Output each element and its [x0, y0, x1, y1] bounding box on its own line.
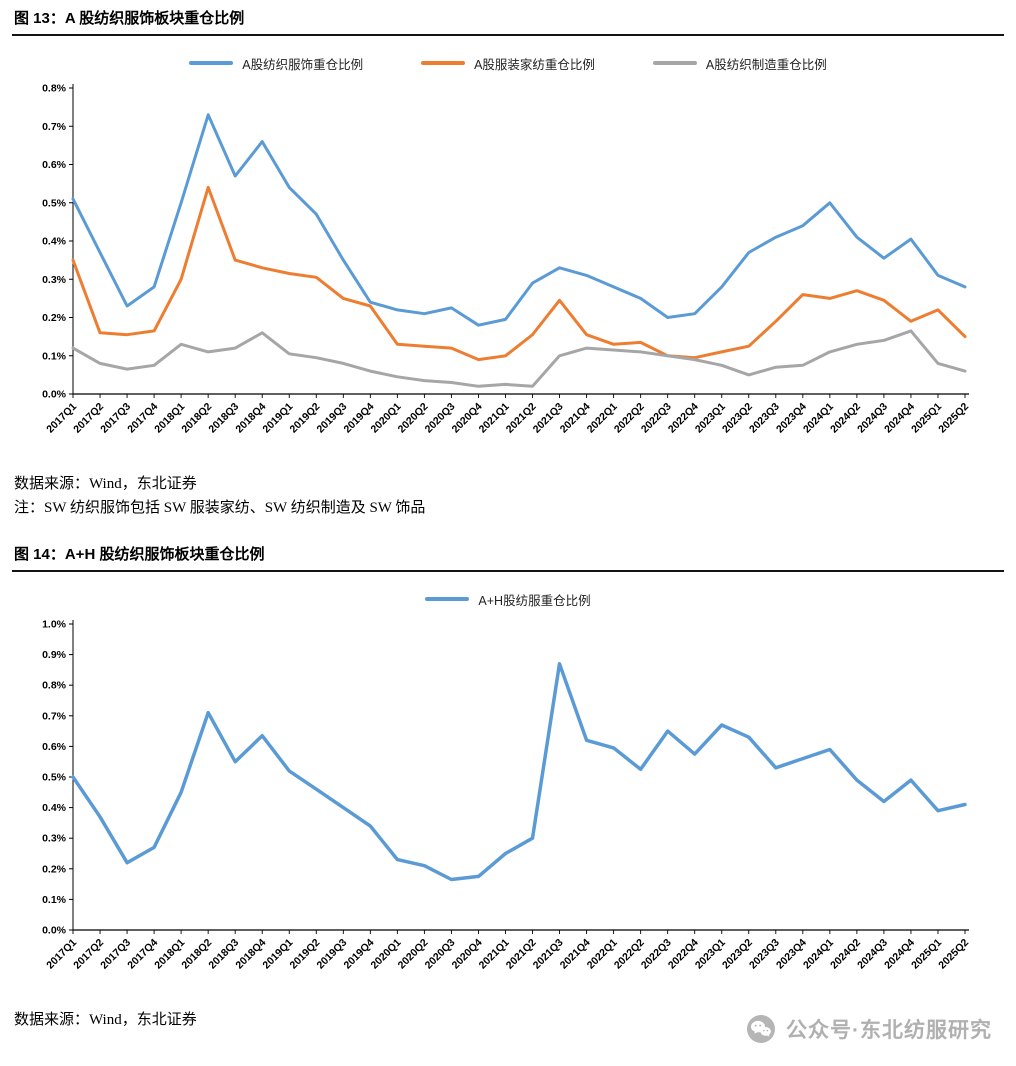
svg-text:0.6%: 0.6% [42, 159, 67, 171]
svg-text:0.0%: 0.0% [42, 925, 67, 937]
series-lines [71, 113, 967, 388]
svg-text:0.6%: 0.6% [42, 741, 67, 753]
legend-item: A股纺织服饰重仓比例 [189, 54, 363, 73]
svg-text:0.9%: 0.9% [42, 649, 67, 661]
legend-item: A股服装家纺重仓比例 [421, 54, 595, 73]
x-axis: 2017Q12017Q22017Q32017Q42018Q12018Q22018… [44, 393, 971, 436]
figure-13-legend: A股纺织服饰重仓比例 A股服装家纺重仓比例 A股纺织制造重仓比例 [0, 52, 1016, 74]
svg-text:1.0%: 1.0% [42, 619, 67, 631]
legend-item: A股纺织制造重仓比例 [652, 54, 827, 73]
svg-text:0.3%: 0.3% [42, 833, 67, 845]
figure-14: 图 14：A+H 股纺织服饰板块重仓比例 A+H股纺服重仓比例 0.0% 0.1%… [0, 536, 1016, 1030]
svg-text:2025Q2: 2025Q2 [936, 401, 971, 436]
series-line [71, 113, 967, 327]
svg-text:0.3%: 0.3% [42, 274, 67, 286]
svg-text:0.0%: 0.0% [42, 389, 67, 401]
legend-line-swatch [189, 61, 234, 65]
legend-item: A+H股纺服重仓比例 [425, 590, 591, 609]
figure-14-legend: A+H股纺服重仓比例 [0, 588, 1016, 610]
legend-line-swatch [425, 597, 470, 601]
svg-text:0.1%: 0.1% [42, 350, 67, 362]
svg-text:0.7%: 0.7% [42, 121, 67, 133]
figure-13-title: 图 13：A 股纺织服饰板块重仓比例 [12, 0, 1004, 36]
svg-text:0.8%: 0.8% [42, 680, 67, 692]
svg-text:0.8%: 0.8% [42, 83, 67, 95]
y-axis: 0.0% 0.1% 0.2% 0.3% 0.4% 0.5% 0.6% 0.7% 0.8% [42, 83, 74, 401]
wechat-icon [746, 1014, 776, 1044]
legend-line-swatch [421, 61, 466, 65]
legend-label: A+H股纺服重仓比例 [478, 593, 591, 608]
svg-text:0.4%: 0.4% [42, 802, 67, 814]
figure-14-chart: 0.0% 0.1% 0.2% 0.3% 0.4% 0.5% 0.6% 0.7% 0.8% 0.9%… [42, 619, 971, 972]
svg-text:0.2%: 0.2% [42, 312, 67, 324]
svg-text:2025Q2: 2025Q2 [936, 937, 971, 972]
legend-label: A股纺织服饰重仓比例 [242, 57, 364, 72]
legend-line-swatch [652, 61, 697, 65]
series-line [71, 185, 967, 362]
svg-text:0.4%: 0.4% [42, 236, 67, 248]
svg-text:0.1%: 0.1% [42, 894, 67, 906]
svg-text:0.5%: 0.5% [42, 197, 67, 209]
legend-label: A股纺织制造重仓比例 [705, 57, 827, 72]
svg-text:0.2%: 0.2% [42, 863, 67, 875]
x-axis: 2017Q12017Q22017Q32017Q42018Q12018Q22018… [44, 929, 971, 972]
series-line [71, 662, 967, 882]
figure-13-source: 数据来源：Wind，东北证券 [14, 476, 197, 492]
svg-text:0.5%: 0.5% [42, 772, 67, 784]
figure-13: 图 13：A 股纺织服饰板块重仓比例 A股纺织服饰重仓比例 A股服装家纺重仓比例 A… [0, 0, 1016, 518]
watermark: 公众号·东北纺服研究 [746, 1014, 992, 1044]
watermark-text: 公众号·东北纺服研究 [786, 1019, 992, 1042]
legend-label: A股服装家纺重仓比例 [474, 57, 595, 72]
y-axis: 0.0% 0.1% 0.2% 0.3% 0.4% 0.5% 0.6% 0.7% 0.8% 0.9%… [42, 619, 74, 937]
figure-14-title: 图 14：A+H 股纺织服饰板块重仓比例 [12, 536, 1004, 572]
series-lines [71, 662, 967, 882]
figure-13-note: 注：SW 纺织服饰包括 SW 服装家纺、SW 纺织制造及 SW 饰品 [14, 500, 426, 516]
svg-text:0.7%: 0.7% [42, 710, 67, 722]
series-line [71, 329, 967, 388]
figure-14-source: 数据来源：Wind，东北证券 [14, 1012, 197, 1028]
figure-13-chart: 0.0% 0.1% 0.2% 0.3% 0.4% 0.5% 0.6% 0.7% 0.8% 2017… [42, 83, 971, 436]
